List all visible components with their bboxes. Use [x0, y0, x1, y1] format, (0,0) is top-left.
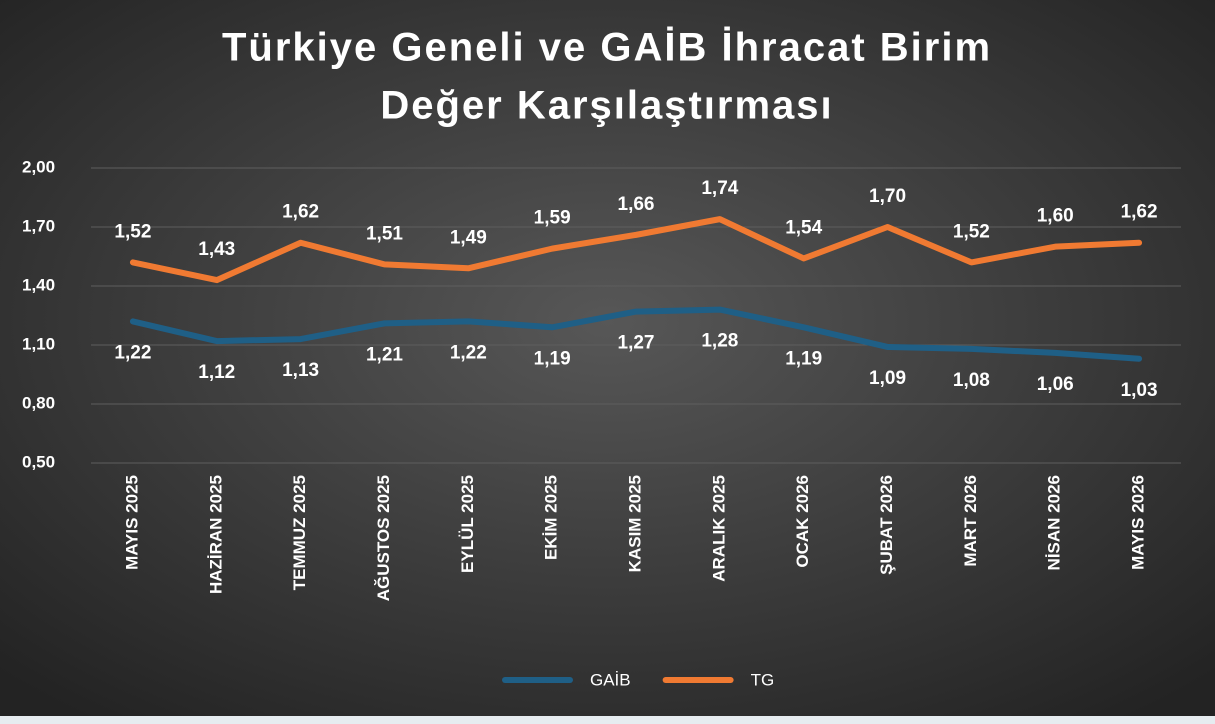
- x-tick-label: EKİM 2025: [542, 475, 561, 560]
- data-label: 1,22: [114, 342, 151, 363]
- data-label: 1,28: [701, 331, 738, 352]
- data-label: 1,59: [534, 208, 571, 229]
- data-label: 1,09: [869, 368, 906, 389]
- data-label: 1,08: [953, 370, 990, 391]
- x-tick-label: MART 2026: [961, 475, 980, 567]
- series-line: [129, 216, 1143, 284]
- data-label: 1,62: [282, 202, 319, 223]
- data-label: 1,74: [701, 178, 738, 199]
- data-label: 1,22: [450, 342, 487, 363]
- data-label: 1,19: [534, 348, 571, 369]
- data-label: 1,70: [869, 186, 906, 207]
- data-label: 1,03: [1121, 380, 1158, 401]
- x-tick-label: MAYIS 2025: [122, 475, 141, 570]
- y-tick-label: 1,10: [22, 334, 55, 353]
- data-label: 1,62: [1121, 202, 1158, 223]
- data-label: 1,54: [785, 217, 822, 238]
- data-label: 1,51: [366, 223, 403, 244]
- data-label: 1,52: [114, 221, 151, 242]
- y-tick-label: 1,40: [22, 275, 55, 294]
- x-tick-label: MAYIS 2026: [1129, 475, 1148, 570]
- legend-label: GAİB: [590, 670, 631, 689]
- x-tick-label: NİSAN 2026: [1045, 475, 1064, 570]
- y-tick-label: 1,70: [22, 216, 55, 235]
- data-label: 1,60: [1037, 206, 1074, 227]
- chart-title: Değer Karşılaştırması: [380, 84, 833, 128]
- data-label: 1,49: [450, 227, 487, 248]
- legend-label: TG: [751, 670, 775, 689]
- y-tick-label: 0,80: [22, 393, 55, 412]
- y-tick-label: 2,00: [22, 157, 55, 176]
- x-tick-label: EYLÜL 2025: [458, 475, 477, 573]
- data-label: 1,06: [1037, 374, 1074, 395]
- data-label: 1,13: [282, 360, 319, 381]
- data-label: 1,19: [785, 348, 822, 369]
- x-tick-label: HAZİRAN 2025: [206, 475, 225, 594]
- y-tick-label: 0,50: [22, 452, 55, 471]
- x-tick-label: ŞUBAT 2026: [877, 475, 896, 575]
- x-tick-label: OCAK 2026: [793, 475, 812, 568]
- chart-title: Türkiye Geneli ve GAİB İhracat Birim: [222, 26, 992, 70]
- x-tick-label: TEMMUZ 2025: [290, 475, 309, 590]
- x-tick-label: ARALIK 2025: [709, 475, 728, 582]
- data-label: 1,12: [198, 362, 235, 383]
- data-label: 1,21: [366, 344, 403, 365]
- data-label: 1,27: [618, 333, 655, 354]
- data-label: 1,43: [198, 239, 235, 260]
- x-tick-label: AĞUSTOS 2025: [374, 475, 393, 601]
- series-line: [129, 306, 1143, 362]
- x-tick-label: KASIM 2025: [625, 475, 644, 572]
- data-label: 1,66: [618, 194, 655, 215]
- data-label: 1,52: [953, 221, 990, 242]
